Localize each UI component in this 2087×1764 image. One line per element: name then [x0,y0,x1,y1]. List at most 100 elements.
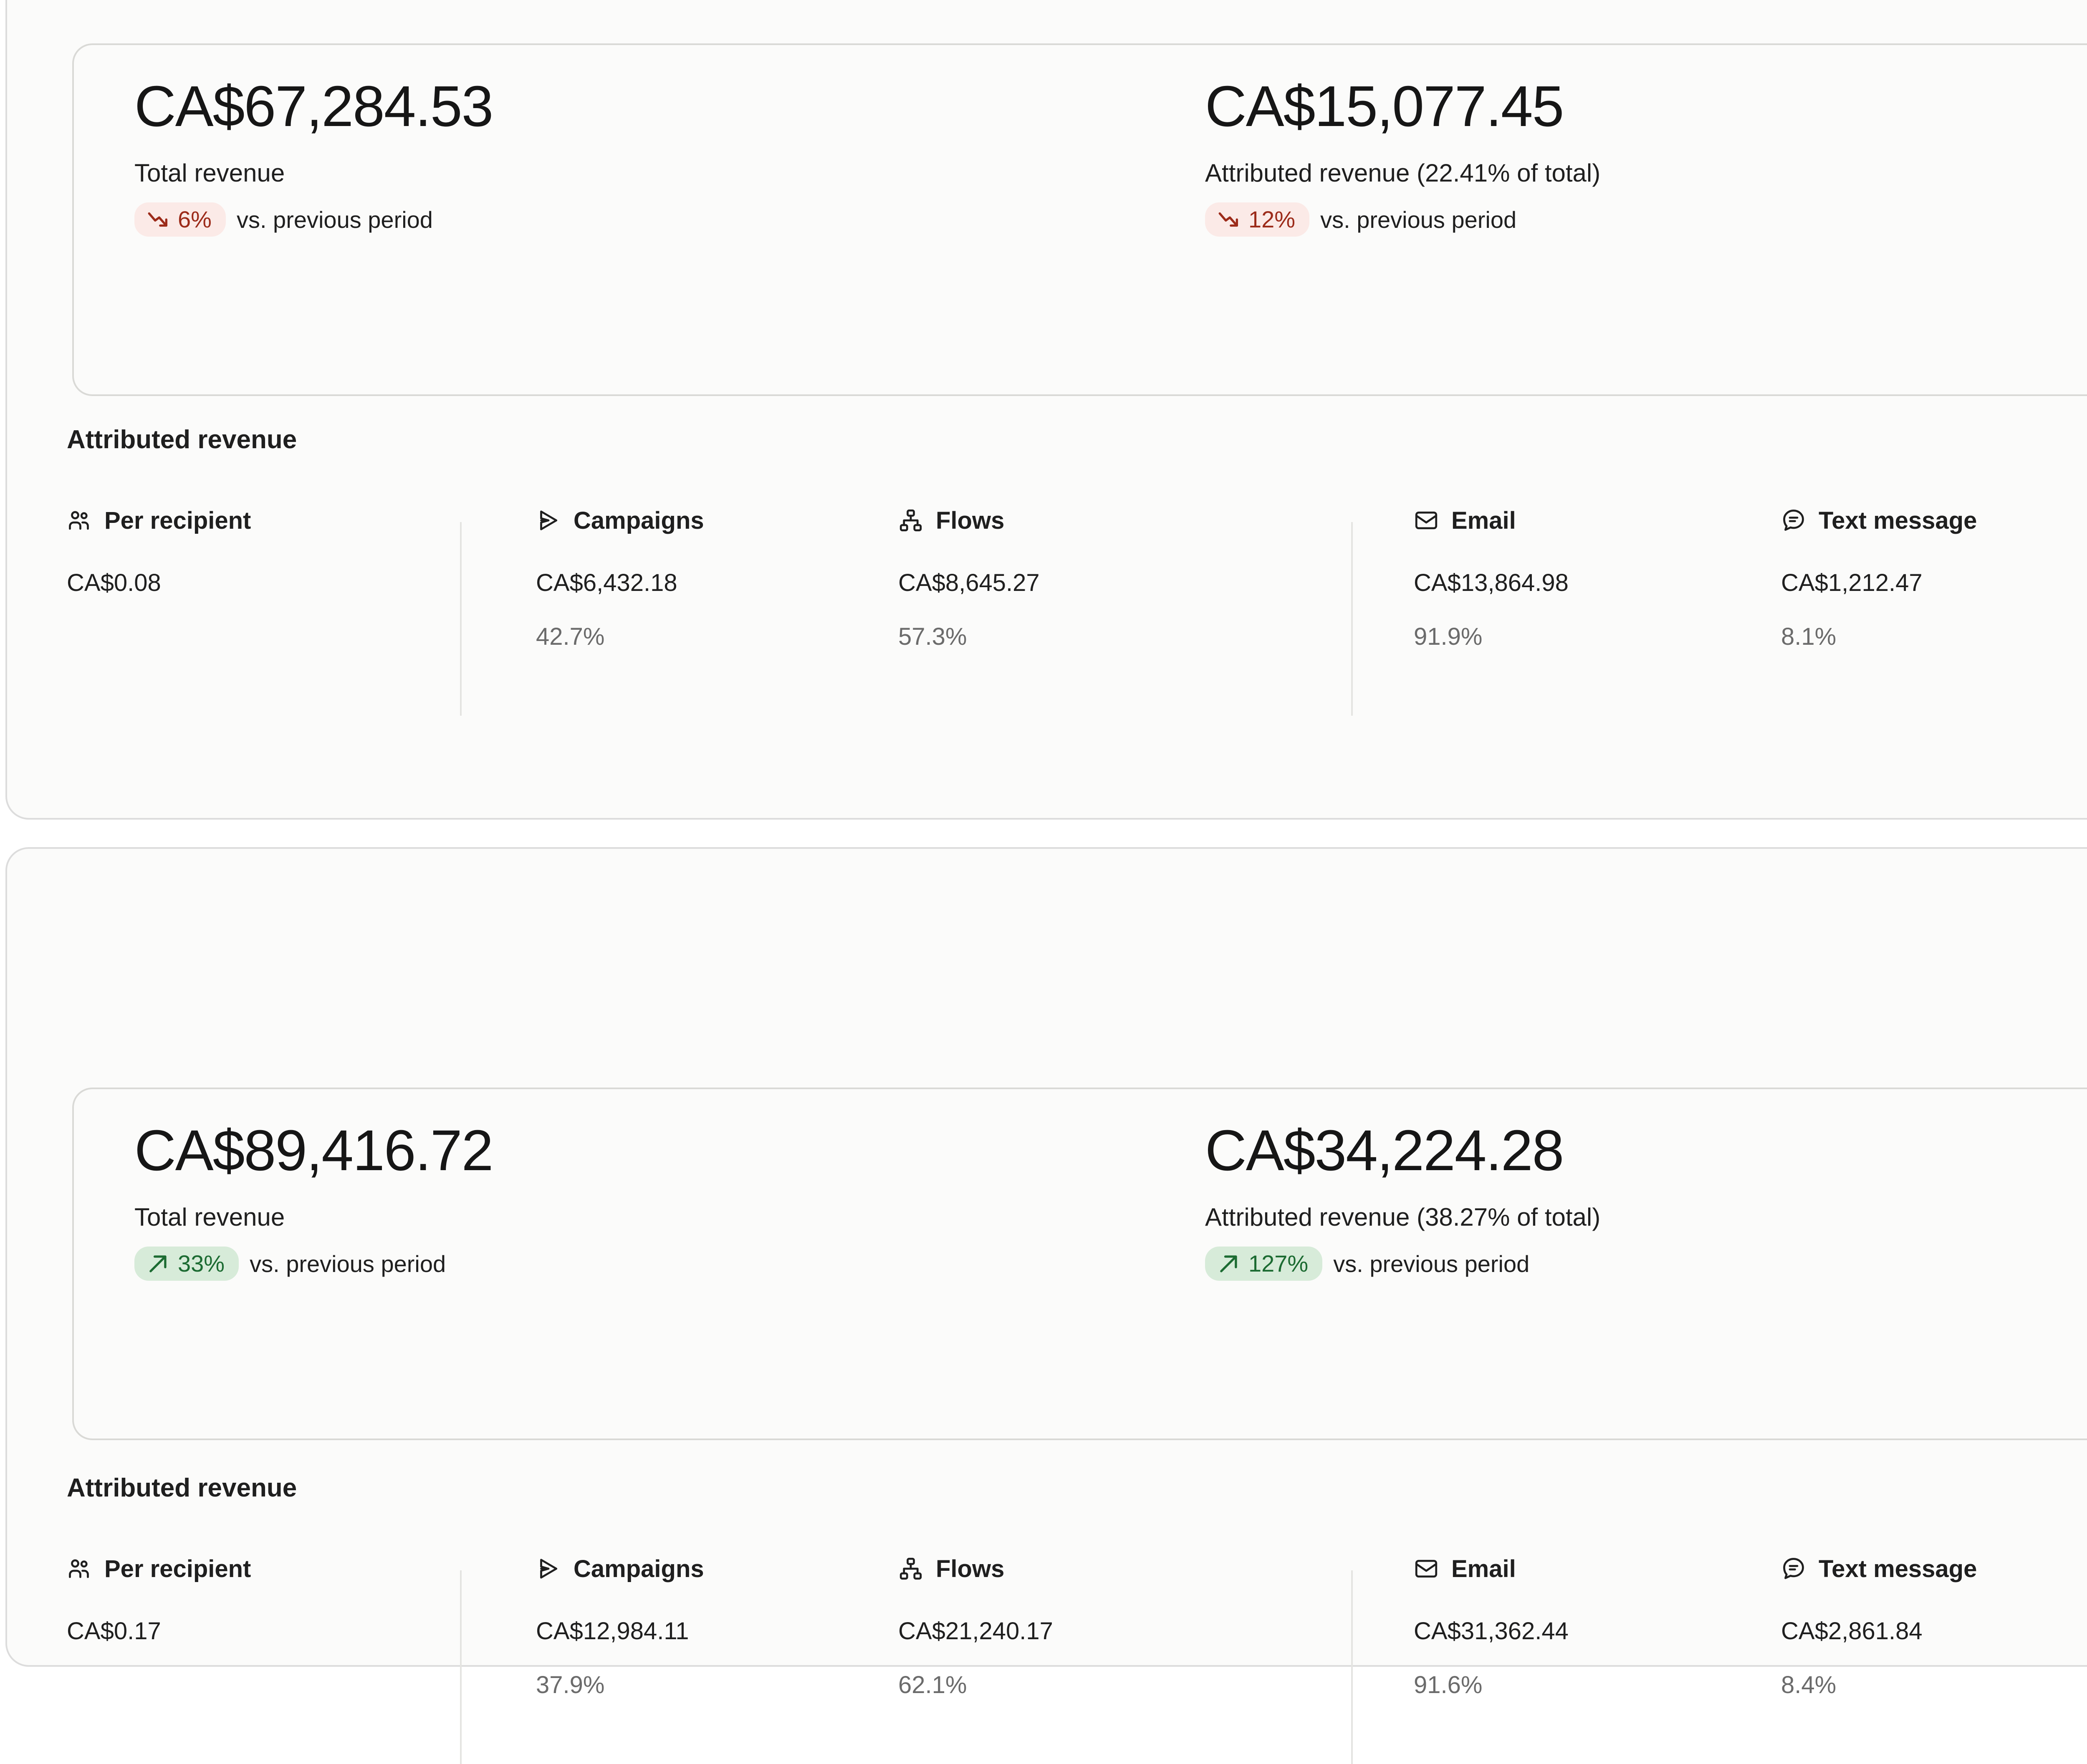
total-revenue-delta-note: vs. previous period [236,206,433,233]
attributed-revenue-delta-note: vs. previous period [1320,206,1517,233]
attributed-revenue-breakdown-second: Attributed revenue Per recipient [7,1473,2087,1764]
attributed-revenue-delta-badge: 12% [1205,202,1310,237]
breakdown-col-value: CA$31,362.44 [1414,1618,1569,1645]
breakdown-heading: Attributed revenue [67,425,297,454]
breakdown-columns: Per recipient CA$0.17 Campaigns [7,1552,2087,1764]
paper-plane-icon [536,508,561,533]
breakdown-col-campaigns: Campaigns CA$6,432.18 42.7% [460,504,840,716]
breakdown-col-per-recipient: Per recipient CA$0.08 [7,504,460,712]
revenue-section-first: CA$67,284.53 Total revenue 6% vs. previo… [5,0,2087,820]
revenue-dashboard: CA$67,284.53 Total revenue 6% vs. previo… [5,0,2087,1764]
breakdown-col-email: Email CA$13,864.98 91.9% [1351,504,1731,716]
total-revenue-delta-badge: 6% [134,202,226,237]
chat-bubble-icon [1781,1556,1806,1581]
breakdown-col-label: Flows [936,1555,1005,1582]
breakdown-col-value: CA$0.08 [67,569,161,596]
breakdown-col-value: CA$8,645.27 [898,569,1040,596]
attributed-revenue-block: CA$34,224.28 Attributed revenue (38.27% … [1151,1089,2087,1438]
breakdown-col-header: Email [1414,1552,1731,1585]
breakdown-col-label: Per recipient [104,507,251,534]
attributed-revenue-block: CA$15,077.45 Attributed revenue (22.41% … [1151,45,2087,394]
breakdown-col-value: CA$6,432.18 [536,569,677,596]
breakdown-col-header: Email [1414,504,1731,537]
attributed-revenue-delta-row: 12% vs. previous period [1205,202,2087,237]
breakdown-col-header: Text message [1781,504,2087,537]
breakdown-col-percent: 8.1% [1781,623,1837,650]
breakdown-col-percent: 37.9% [536,1671,605,1698]
breakdown-col-value: CA$2,861.84 [1781,1618,1923,1645]
breakdown-col-label: Per recipient [104,1555,251,1582]
revenue-summary-card-second: CA$89,416.72 Total revenue 33% vs. previ… [72,1088,2087,1440]
breakdown-col-label: Campaigns [574,1555,704,1582]
trending-down-icon [146,207,170,232]
attributed-revenue-label: Attributed revenue (22.41% of total) [1205,159,1601,187]
breakdown-col-label: Flows [936,507,1005,534]
breakdown-col-percent: 91.9% [1414,623,1483,650]
arrow-up-right-icon [146,1252,170,1276]
people-icon [67,1556,92,1581]
breakdown-col-percent: 62.1% [898,1671,967,1698]
chat-bubble-icon [1781,508,1806,533]
envelope-icon [1414,1556,1439,1581]
breakdown-col-value: CA$21,240.17 [898,1618,1053,1645]
total-revenue-delta-badge: 33% [134,1247,239,1281]
breakdown-col-value: CA$0.17 [67,1618,161,1645]
flow-hierarchy-icon [898,1556,923,1581]
attributed-revenue-value: CA$15,077.45 [1205,74,1564,139]
breakdown-col-header: Per recipient [67,504,460,537]
total-revenue-delta-value: 33% [178,1250,225,1277]
attributed-revenue-delta-badge: 127% [1205,1247,1323,1281]
total-revenue-block: CA$67,284.53 Total revenue 6% vs. previo… [74,45,1151,394]
breakdown-col-percent: 8.4% [1781,1671,1837,1698]
attributed-revenue-delta-value: 127% [1248,1250,1309,1277]
breakdown-col-email: Email CA$31,362.44 91.6% [1351,1552,1731,1764]
total-revenue-delta-row: 6% vs. previous period [134,202,1151,237]
breakdown-col-header: Text message [1781,1552,2087,1585]
attributed-revenue-value: CA$34,224.28 [1205,1118,1564,1183]
breakdown-col-label: Text message [1819,1555,1977,1582]
attributed-revenue-delta-value: 12% [1248,206,1296,232]
arrow-up-right-icon [1217,1252,1241,1276]
breakdown-col-label: Email [1451,507,1516,534]
breakdown-col-percent: 91.6% [1414,1671,1483,1698]
breakdown-col-label: Text message [1819,507,1977,534]
breakdown-col-label: Campaigns [574,507,704,534]
breakdown-col-flows: Flows CA$8,645.27 57.3% [840,504,1351,712]
attributed-revenue-delta-note: vs. previous period [1333,1250,1530,1277]
total-revenue-delta-note: vs. previous period [250,1250,446,1277]
total-revenue-label: Total revenue [134,1203,285,1231]
breakdown-col-value: CA$1,212.47 [1781,569,1923,596]
breakdown-col-flows: Flows CA$21,240.17 62.1% [840,1552,1351,1761]
total-revenue-label: Total revenue [134,159,285,187]
attributed-revenue-delta-row: 127% vs. previous period [1205,1247,2087,1281]
breakdown-col-header: Flows [898,504,1351,537]
envelope-icon [1414,508,1439,533]
trending-down-icon [1217,207,1241,232]
attributed-revenue-breakdown-first: Attributed revenue Per recipient [7,425,2087,716]
total-revenue-block: CA$89,416.72 Total revenue 33% vs. previ… [74,1089,1151,1438]
breakdown-col-label: Email [1451,1555,1516,1582]
breakdown-col-header: Campaigns [536,504,840,537]
breakdown-col-value: CA$13,864.98 [1414,569,1569,596]
breakdown-col-campaigns: Campaigns CA$12,984.11 37.9% [460,1552,840,1764]
breakdown-col-text-message: Text message CA$1,212.47 8.1% [1731,504,2087,712]
people-icon [67,508,92,533]
breakdown-col-header: Campaigns [536,1552,840,1585]
breakdown-col-header: Per recipient [67,1552,460,1585]
breakdown-col-percent: 57.3% [898,623,967,650]
total-revenue-delta-row: 33% vs. previous period [134,1247,1151,1281]
paper-plane-icon [536,1556,561,1581]
revenue-summary-card-first: CA$67,284.53 Total revenue 6% vs. previo… [72,43,2087,396]
flow-hierarchy-icon [898,508,923,533]
attributed-revenue-label: Attributed revenue (38.27% of total) [1205,1203,1601,1231]
breakdown-col-per-recipient: Per recipient CA$0.17 [7,1552,460,1761]
breakdown-col-header: Flows [898,1552,1351,1585]
total-revenue-delta-value: 6% [178,206,212,232]
breakdown-col-text-message: Text message CA$2,861.84 8.4% [1731,1552,2087,1761]
total-revenue-value: CA$67,284.53 [134,74,493,139]
breakdown-heading: Attributed revenue [67,1474,297,1502]
breakdown-col-percent: 42.7% [536,623,605,650]
total-revenue-value: CA$89,416.72 [134,1118,493,1183]
breakdown-columns: Per recipient CA$0.08 Campaigns [7,504,2087,716]
breakdown-col-value: CA$12,984.11 [536,1618,689,1645]
